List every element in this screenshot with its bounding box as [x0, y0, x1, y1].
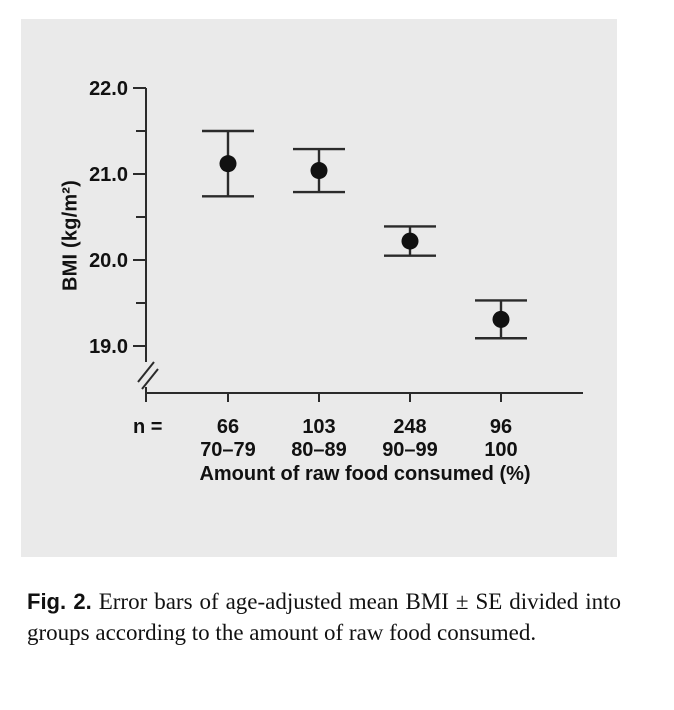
axis-break-icon	[137, 361, 155, 383]
n-equals-label: n =	[133, 416, 162, 438]
y-tick-label: 20.0	[89, 250, 128, 272]
n-value-label: 96	[490, 416, 512, 438]
mean-marker	[492, 310, 510, 328]
y-tick-label: 19.0	[89, 336, 128, 358]
mean-marker	[310, 162, 328, 180]
y-tick-label: 22.0	[89, 78, 128, 100]
category-label: 90–99	[382, 439, 438, 461]
figure-caption-text: Error bars of age-adjusted mean BMI ± SE…	[27, 589, 621, 645]
x-axis-title: Amount of raw food consumed (%)	[199, 463, 531, 485]
category-label: 80–89	[291, 439, 347, 461]
mean-marker	[401, 232, 419, 250]
axis-break-icon	[141, 368, 159, 390]
category-label: 70–79	[200, 439, 256, 461]
figure-caption-label: Fig. 2.	[27, 589, 92, 614]
n-value-label: 248	[393, 416, 426, 438]
mean-marker	[219, 155, 237, 173]
n-value-label: 103	[302, 416, 335, 438]
chart-panel	[21, 19, 617, 557]
n-value-label: 66	[217, 416, 239, 438]
y-tick-label: 21.0	[89, 164, 128, 186]
y-axis-title: BMI (kg/m²)	[59, 179, 82, 292]
figure-caption: Fig. 2. Error bars of age-adjusted mean …	[27, 586, 621, 648]
category-label: 100	[484, 439, 517, 461]
